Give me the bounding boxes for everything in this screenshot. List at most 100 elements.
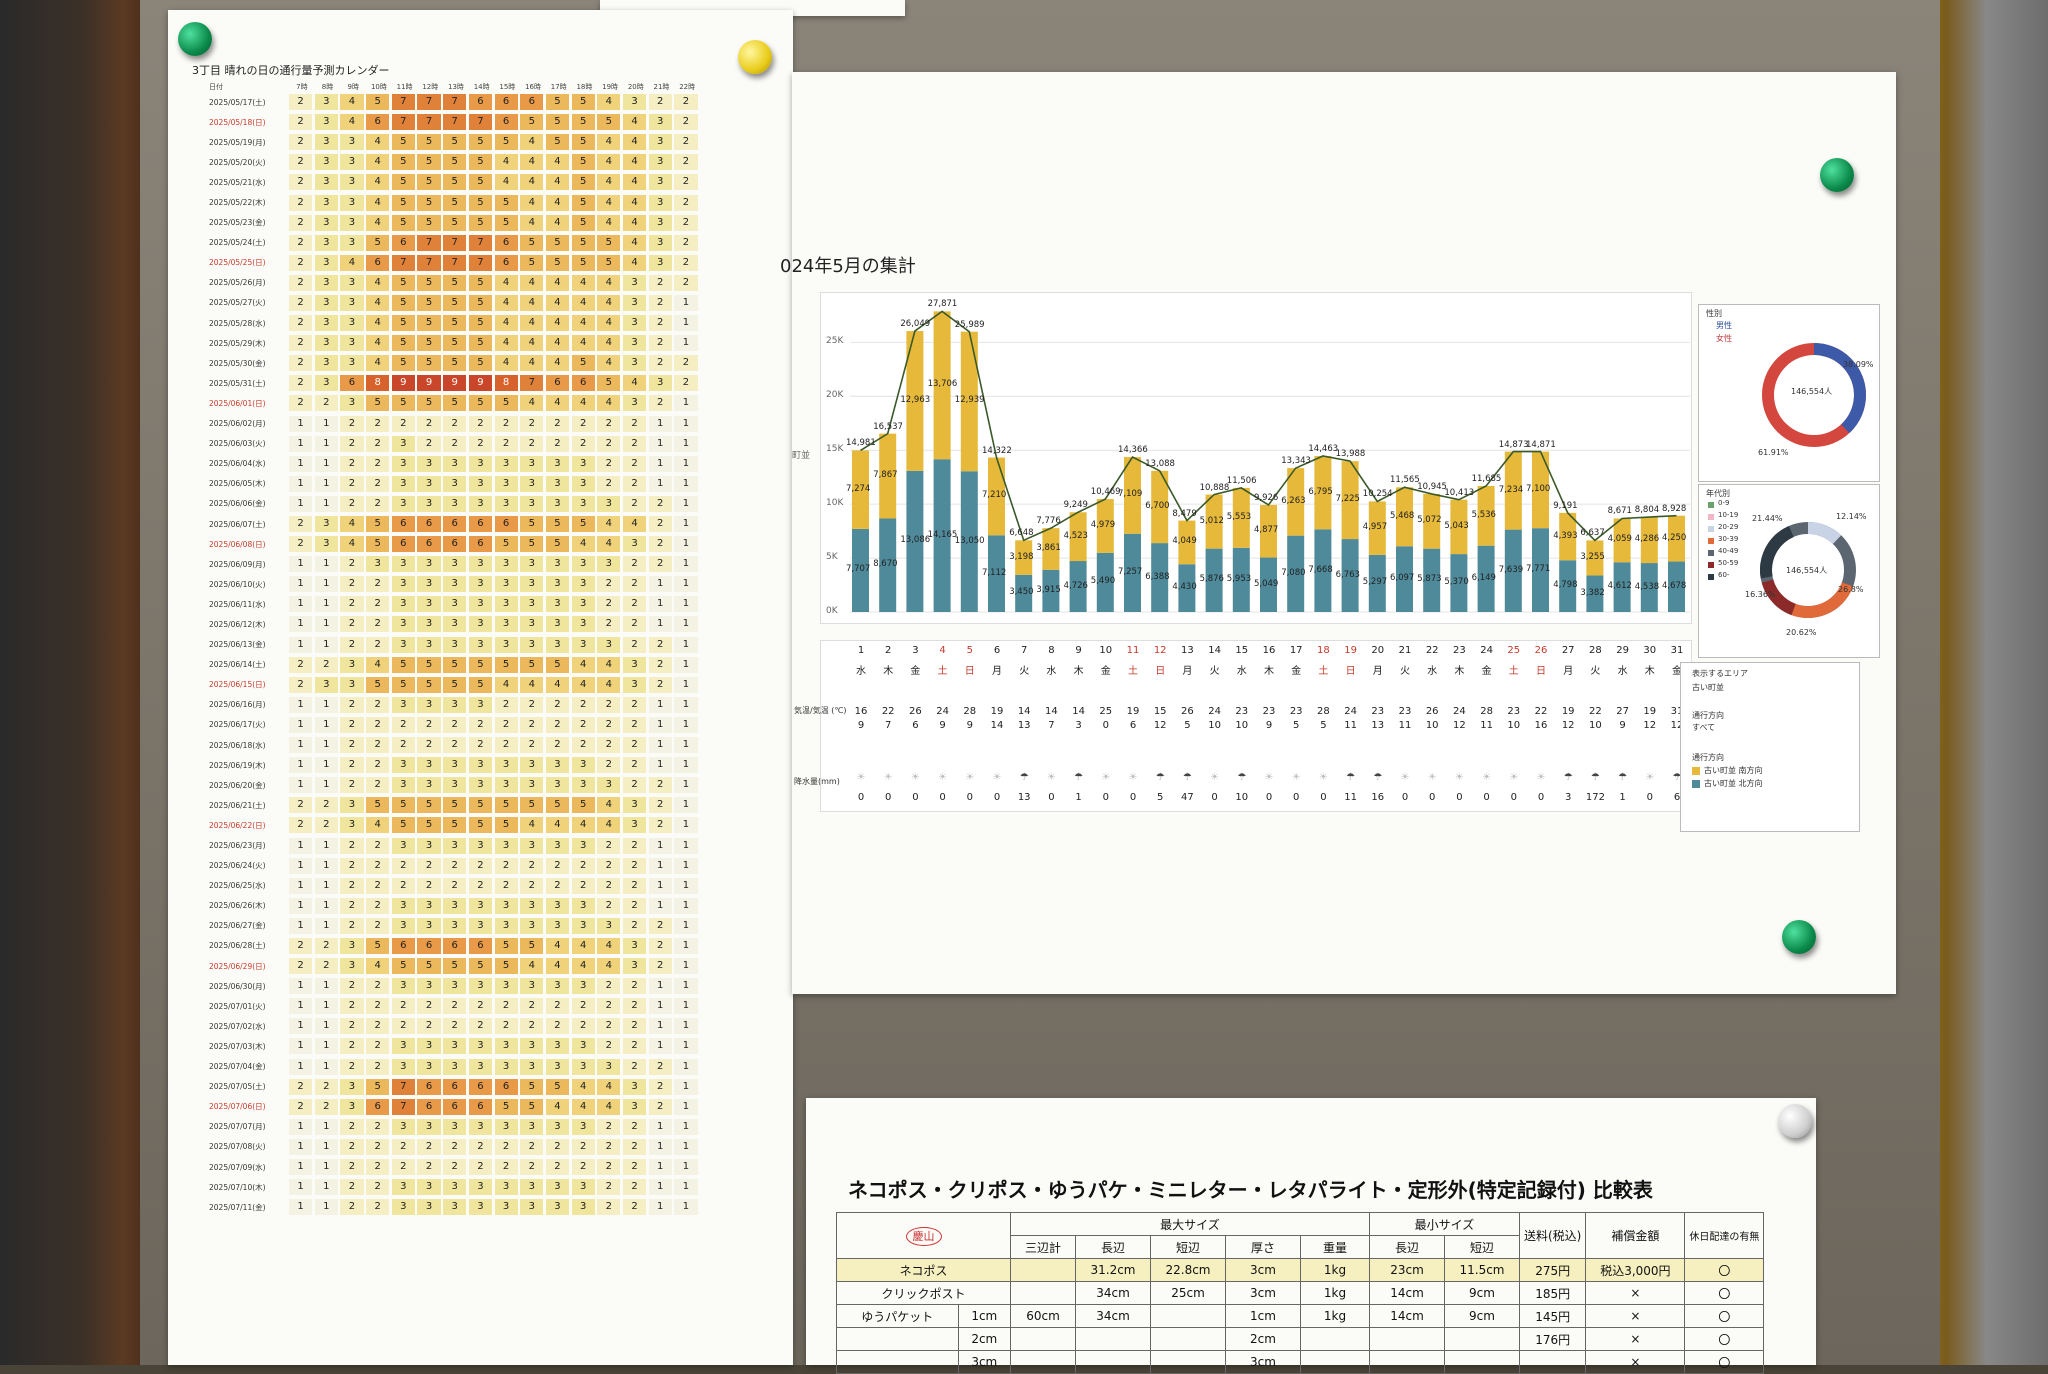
hour-header: 11時 xyxy=(396,83,413,91)
bar-value-label: 3,382 xyxy=(1580,587,1605,598)
traffic-level-cell: 5 xyxy=(443,395,467,412)
traffic-level-cell: 3 xyxy=(545,757,570,774)
traffic-level-cell: 2 xyxy=(289,676,313,693)
calendar-date: 2025/05/24(土) xyxy=(209,238,266,248)
bar-value-label: 4,250 xyxy=(1662,532,1687,543)
traffic-level-cell: 3 xyxy=(622,817,647,834)
traffic-level-cell: 1 xyxy=(674,937,698,954)
traffic-level-cell: 4 xyxy=(366,194,390,211)
weekday-label: 土 xyxy=(1128,666,1138,677)
bar-value-label: 7,210 xyxy=(982,490,1007,501)
bar-value-label: 14,366 xyxy=(1118,445,1148,456)
traffic-level-cell: 4 xyxy=(545,817,570,834)
traffic-level-cell: 5 xyxy=(494,395,518,412)
traffic-level-cell: 2 xyxy=(289,94,313,111)
calendar-row: 2025/05/26(月) 2 3 3 4 5 5 5 5 4 4 4 4 4 3 2 2 xyxy=(205,273,745,293)
cell-long xyxy=(1075,1327,1151,1351)
calendar-date: 2025/06/21(土) xyxy=(209,800,266,810)
traffic-level-cell: 5 xyxy=(494,817,518,834)
traffic-level-cell: 2 xyxy=(366,857,390,874)
weekday-label: 金 xyxy=(1481,666,1492,677)
traffic-level-cell: 2 xyxy=(622,837,647,854)
traffic-level-cell: 1 xyxy=(674,415,698,432)
traffic-level-cell: 3 xyxy=(340,315,364,332)
traffic-level-cell: 2 xyxy=(648,335,672,352)
traffic-level-cell: 2 xyxy=(289,315,313,332)
calendar-header: 日付 7時 8時 9時 10時 11時 12時 13時 14時 15時 16時 17時 18時 19時 2… xyxy=(209,82,700,94)
traffic-level-cell: 2 xyxy=(417,857,441,874)
table-row: ゆうパケット 1cm 60cm 34cm 1cm 1kg 14cm 9cm 145円 × 〇 xyxy=(836,1304,1765,1328)
traffic-level-cell: 4 xyxy=(545,315,570,332)
cell-comp: × xyxy=(1585,1327,1686,1351)
traffic-level-cell: 2 xyxy=(571,415,595,432)
traffic-level-cell: 2 xyxy=(366,737,390,754)
bar-value-label: 8,670 xyxy=(873,559,898,570)
bar-value-label: 5,072 xyxy=(1417,515,1442,526)
traffic-level-cell: 1 xyxy=(314,556,338,573)
traffic-level-cell: 2 xyxy=(648,395,672,412)
bar-value-label: 6,637 xyxy=(1580,528,1605,539)
traffic-level-cell: 5 xyxy=(417,335,441,352)
traffic-level-cell: 2 xyxy=(648,636,672,653)
bar-value-label: 14,322 xyxy=(982,445,1012,456)
day-number: 20 xyxy=(1371,645,1385,656)
low-temp: 6 xyxy=(1129,720,1137,731)
traffic-level-cell: 5 xyxy=(545,656,570,673)
traffic-level-cell: 2 xyxy=(340,576,364,593)
traffic-level-cell: 4 xyxy=(520,335,544,352)
traffic-level-cell: 2 xyxy=(340,716,364,733)
traffic-level-cell: 1 xyxy=(314,495,338,512)
traffic-level-cell: 3 xyxy=(622,315,647,332)
traffic-level-cell: 4 xyxy=(545,395,570,412)
age-heading: 年代別 xyxy=(1706,489,1730,498)
hour-header: 8時 xyxy=(321,83,334,91)
hour-header: 21時 xyxy=(653,83,670,91)
calendar-row: 2025/06/05(木) 1 1 2 2 3 3 3 3 3 3 3 3 2 2 1 1 xyxy=(205,474,745,494)
traffic-level-cell: 3 xyxy=(443,495,467,512)
traffic-level-cell: 2 xyxy=(622,616,647,633)
bar-value-label: 9,191 xyxy=(1553,500,1578,511)
low-temp: 5 xyxy=(1320,720,1327,731)
traffic-level-cell: 1 xyxy=(674,516,698,533)
traffic-level-cell: 5 xyxy=(494,797,518,814)
traffic-level-cell: 4 xyxy=(520,154,544,171)
traffic-level-cell: 3 xyxy=(622,335,647,352)
traffic-level-cell: 3 xyxy=(417,495,441,512)
traffic-level-cell: 6 xyxy=(391,234,415,251)
traffic-level-cell: 1 xyxy=(289,435,313,452)
traffic-level-cell: 2 xyxy=(545,435,570,452)
rain-amount: 1 xyxy=(1075,792,1082,803)
traffic-level-cell: 4 xyxy=(571,656,595,673)
traffic-level-cell: 5 xyxy=(468,214,492,231)
hour-header: 18時 xyxy=(576,83,593,91)
traffic-level-cell: 4 xyxy=(597,274,621,291)
day-number: 27 xyxy=(1561,645,1575,656)
day-number: 25 xyxy=(1507,645,1521,656)
traffic-level-cell: 3 xyxy=(417,696,441,713)
high-temp: 23 xyxy=(1507,706,1521,717)
calendar-row: 2025/06/07(土) 2 3 4 5 6 6 6 6 6 5 5 5 4 4 2 1 xyxy=(205,514,745,534)
traffic-level-cell: 4 xyxy=(366,335,390,352)
rain-row-label: 降水量(mm) xyxy=(794,777,840,786)
traffic-level-cell: 2 xyxy=(545,857,570,874)
female-label: 女性 xyxy=(1716,334,1732,343)
traffic-level-cell: 3 xyxy=(494,917,518,934)
traffic-level-cell: 5 xyxy=(443,315,467,332)
traffic-level-cell: 2 xyxy=(417,877,441,894)
day-number: 12 xyxy=(1153,645,1167,656)
traffic-level-cell: 3 xyxy=(648,134,672,151)
traffic-level-cell: 1 xyxy=(289,897,313,914)
traffic-level-cell: 1 xyxy=(289,857,313,874)
traffic-level-cell: 3 xyxy=(314,214,338,231)
hour-headers: 7時 8時 9時 10時 11時 12時 13時 14時 15時 16時 17時 18時 19時 20時 2… xyxy=(289,82,700,94)
traffic-level-cell: 5 xyxy=(417,395,441,412)
umbrella-icon: ☂ xyxy=(1618,772,1628,783)
traffic-level-cell: 5 xyxy=(443,797,467,814)
cell-mshort: 9cm xyxy=(1444,1281,1520,1305)
traffic-level-cell: 3 xyxy=(520,596,544,613)
traffic-level-cell: 3 xyxy=(571,636,595,653)
hour-header: 14時 xyxy=(473,83,490,91)
traffic-level-cell: 2 xyxy=(545,716,570,733)
cell-mshort xyxy=(1444,1350,1520,1374)
weekday-label: 水 xyxy=(856,666,866,677)
